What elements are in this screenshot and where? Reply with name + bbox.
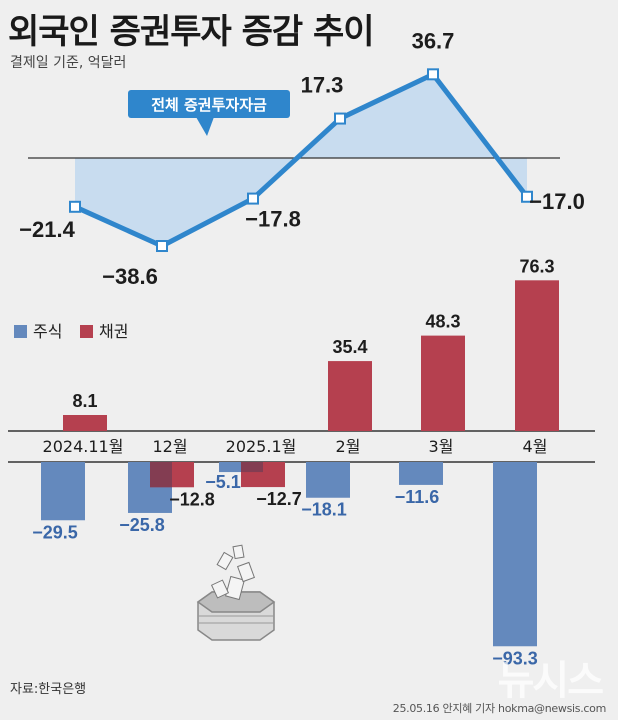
bar-bonds-value-label: −12.7 xyxy=(256,489,302,509)
line-value-label: −17.0 xyxy=(529,189,585,214)
category-tick-label: 2월 xyxy=(336,437,361,456)
bar-stocks-value-label: −29.5 xyxy=(32,522,78,542)
bar-stocks-value-label: −18.1 xyxy=(301,500,347,520)
chart-title: 외국인 증권투자 증감 추이 xyxy=(8,12,375,52)
bar-bonds-value-label: 48.3 xyxy=(425,312,460,332)
bar-stocks-value-label: −5.1 xyxy=(205,472,241,492)
bar-bonds-value-label: 76.3 xyxy=(519,256,554,276)
line-point-marker xyxy=(334,112,346,125)
legend-swatch-bonds xyxy=(80,325,93,338)
line-chart: −21.4 −38.6 −17.8 17.3 36.7 −17.0 전체 증권투자자금 xyxy=(19,28,585,289)
legend-label-bonds: 채권 xyxy=(99,322,128,341)
line-point-marker xyxy=(247,192,259,205)
category-tick-label: 3월 xyxy=(429,437,454,456)
bar-bonds xyxy=(63,415,107,431)
line-point-marker xyxy=(521,190,533,203)
total-series-line xyxy=(73,71,529,249)
series-callout-label: 전체 증권투자자금 xyxy=(151,96,267,114)
bar-stocks xyxy=(306,462,350,498)
category-tick-label: 2024.11월 xyxy=(43,437,124,456)
bar-bonds xyxy=(328,361,372,431)
line-point-marker xyxy=(69,200,81,213)
category-tick-label: 12월 xyxy=(152,437,187,456)
line-value-label: 17.3 xyxy=(301,73,344,98)
money-pot-illustration xyxy=(196,544,276,641)
bar-bonds-value-label: 8.1 xyxy=(72,391,97,411)
line-point-marker xyxy=(156,240,168,253)
bar-overlap-shade xyxy=(150,462,172,488)
bar-bonds-value-label: −12.8 xyxy=(169,489,215,509)
bar-overlap-shade xyxy=(241,462,263,473)
bar-stocks-value-label: −93.3 xyxy=(492,648,538,668)
bar-chart: 주식 채권 −29.5 8.1 2024.11월 −25.8−12.8 12월 −5.1 −12… xyxy=(8,256,595,668)
line-value-label: −17.8 xyxy=(245,207,301,232)
line-value-label: −21.4 xyxy=(19,217,75,242)
legend-swatch-stocks xyxy=(14,325,27,338)
bar-stocks xyxy=(493,462,537,647)
bar-bonds xyxy=(421,335,465,431)
bar-bonds-value-label: 35.4 xyxy=(332,337,367,357)
line-point-marker xyxy=(427,68,439,81)
series-callout-box xyxy=(128,90,290,118)
legend-label-stocks: 주식 xyxy=(33,322,62,341)
bar-bonds xyxy=(515,280,559,431)
byline-credit: 25.05.16 안지혜 기자 hokma@newsis.com xyxy=(392,702,607,715)
bar-stocks-value-label: −11.6 xyxy=(395,487,440,507)
category-tick-label: 2025.1월 xyxy=(226,437,297,456)
data-source: 자료:한국은행 xyxy=(10,682,87,697)
bar-stocks xyxy=(41,462,85,521)
series-callout-pointer xyxy=(196,117,214,136)
watermark-logo: 뉴시스 xyxy=(497,658,604,704)
line-value-label: 36.7 xyxy=(412,28,455,53)
line-area-fill xyxy=(75,74,527,247)
chart-subtitle: 결제일 기준, 억달러 xyxy=(10,55,127,71)
category-tick-label: 4월 xyxy=(523,437,548,456)
bar-stocks-value-label: −25.8 xyxy=(119,515,165,535)
bar-stocks xyxy=(399,462,443,485)
line-value-label: −38.6 xyxy=(102,264,158,289)
